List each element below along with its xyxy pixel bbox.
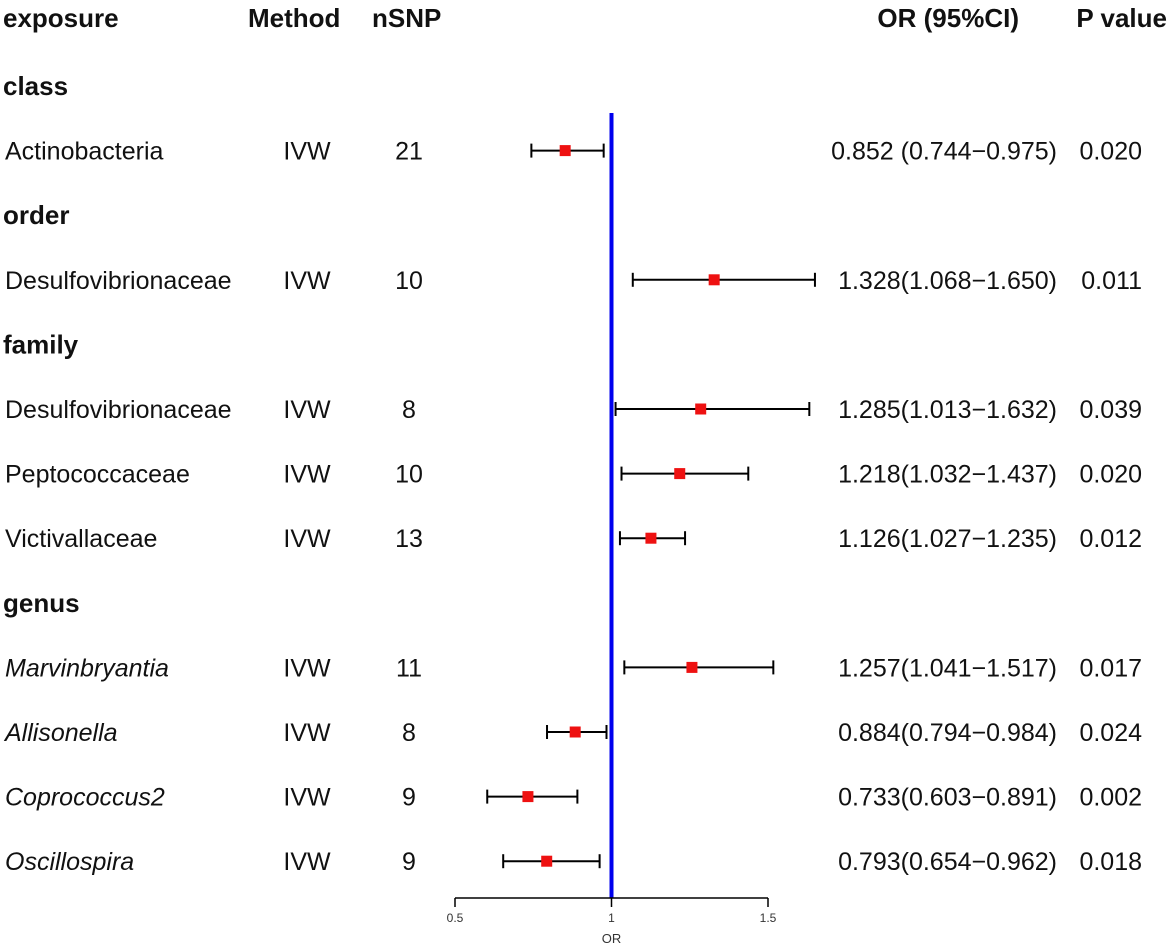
exposure-label: Victivallaceae — [5, 525, 157, 553]
exposure-label: Desulfovibrionaceae — [5, 267, 232, 295]
or-ci-label: 1.126(1.027−1.235) — [838, 525, 1057, 553]
header-method: Method — [248, 3, 340, 33]
method-label: IVW — [283, 461, 331, 489]
header-nsnp: nSNP — [372, 3, 441, 33]
or-point-marker — [522, 791, 534, 803]
method-label: IVW — [283, 848, 331, 876]
group-label-genus: genus — [3, 588, 80, 618]
header-p-value: P value — [1076, 3, 1167, 33]
plot-rows: class Actinobacteria IVW 21 0.852 (0.744−0.9… — [3, 71, 1142, 876]
p-value-label: 0.012 — [1079, 525, 1142, 553]
exposure-label: Coprococcus2 — [5, 784, 165, 812]
p-value-label: 0.024 — [1079, 719, 1142, 747]
p-value-label: 0.018 — [1079, 848, 1142, 876]
method-label: IVW — [283, 396, 331, 424]
nsnp-label: 13 — [395, 525, 423, 553]
nsnp-label: 21 — [395, 138, 423, 166]
nsnp-label: 9 — [402, 848, 416, 876]
or-ci-label: 1.218(1.032−1.437) — [838, 461, 1057, 489]
x-axis: 0.5 1 1.5 OR — [447, 113, 777, 946]
or-point-marker — [569, 726, 581, 738]
p-value-label: 0.020 — [1079, 461, 1142, 489]
or-ci-label: 1.328(1.068−1.650) — [838, 267, 1057, 295]
exposure-label: Peptococcaceae — [5, 461, 190, 489]
nsnp-label: 10 — [395, 267, 423, 295]
or-point-marker — [686, 661, 698, 673]
exposure-label: Marvinbryantia — [5, 654, 169, 682]
method-label: IVW — [283, 784, 331, 812]
p-value-label: 0.017 — [1079, 654, 1142, 682]
exposure-label: Oscillospira — [5, 848, 134, 876]
or-ci-label: 1.285(1.013−1.632) — [838, 396, 1057, 424]
method-label: IVW — [283, 138, 331, 166]
x-tick-label: 1 — [608, 911, 615, 925]
exposure-label: Allisonella — [3, 719, 118, 747]
column-headers: exposure Method nSNP OR (95%CI) P value — [3, 3, 1167, 33]
header-or-ci: OR (95%CI) — [877, 3, 1019, 33]
nsnp-label: 9 — [402, 784, 416, 812]
p-value-label: 0.039 — [1079, 396, 1142, 424]
or-ci-label: 1.257(1.041−1.517) — [838, 654, 1057, 682]
method-label: IVW — [283, 654, 331, 682]
or-ci-label: 0.852 (0.744−0.975) — [831, 138, 1057, 166]
exposure-label: Actinobacteria — [5, 138, 164, 166]
nsnp-label: 10 — [395, 461, 423, 489]
x-tick-label: 1.5 — [760, 911, 777, 925]
x-tick-label: 0.5 — [447, 911, 464, 925]
or-ci-label: 0.733(0.603−0.891) — [838, 784, 1057, 812]
x-axis-title: OR — [602, 931, 622, 946]
exposure-label: Desulfovibrionaceae — [5, 396, 232, 424]
group-label-family: family — [3, 329, 79, 359]
nsnp-label: 8 — [402, 719, 416, 747]
or-point-marker — [674, 468, 686, 480]
group-label-class: class — [3, 71, 68, 101]
or-ci-label: 0.884(0.794−0.984) — [838, 719, 1057, 747]
p-value-label: 0.011 — [1081, 267, 1142, 295]
or-point-marker — [695, 403, 707, 415]
method-label: IVW — [283, 719, 331, 747]
or-point-marker — [645, 532, 657, 544]
or-point-marker — [559, 145, 571, 157]
method-label: IVW — [283, 525, 331, 553]
or-point-marker — [541, 855, 553, 867]
p-value-label: 0.020 — [1079, 138, 1142, 166]
nsnp-label: 8 — [402, 396, 416, 424]
method-label: IVW — [283, 267, 331, 295]
header-exposure: exposure — [3, 3, 119, 33]
nsnp-label: 11 — [396, 654, 422, 682]
or-ci-label: 0.793(0.654−0.962) — [838, 848, 1057, 876]
or-point-marker — [708, 274, 720, 286]
p-value-label: 0.002 — [1079, 784, 1142, 812]
group-label-order: order — [3, 200, 69, 230]
